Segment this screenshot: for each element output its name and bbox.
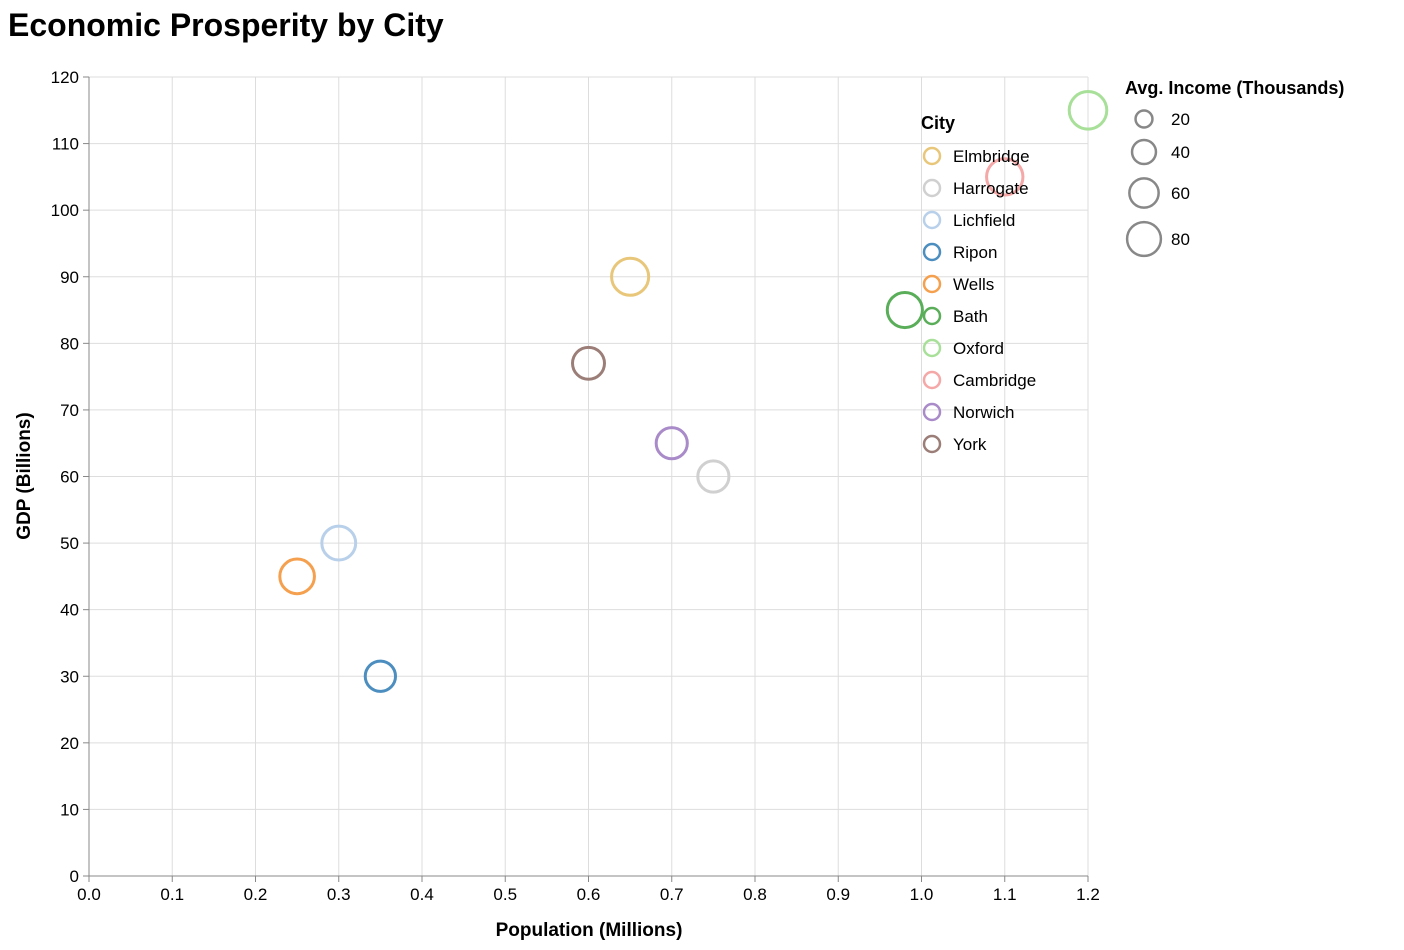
x-tick-label: 0.5 — [493, 885, 517, 904]
legend-symbol-bath — [922, 306, 942, 326]
x-tick-label: 0.2 — [244, 885, 268, 904]
x-tick-label: 1.0 — [910, 885, 934, 904]
x-tick-label: 0.4 — [410, 885, 434, 904]
data-point-york — [571, 345, 606, 381]
y-tick-label: 120 — [51, 68, 79, 87]
legend-label-bath: Bath — [953, 307, 988, 326]
y-tick-label: 10 — [60, 800, 79, 819]
data-point-cambridge — [985, 157, 1025, 197]
y-tick-label: 30 — [60, 667, 79, 686]
size-legend-symbol — [1134, 109, 1154, 129]
x-tick-label: 0.9 — [826, 885, 850, 904]
income-legend-title: Avg. Income (Thousands) — [1125, 78, 1344, 98]
x-axis-title: Population (Millions) — [496, 920, 683, 941]
data-points — [278, 90, 1109, 693]
chart-title: Economic Prosperity by City — [8, 7, 444, 43]
legend-symbol-harrogate — [922, 178, 942, 198]
legend-symbol-cambridge — [922, 370, 942, 390]
grid — [88, 76, 1089, 877]
legend-symbol-elmbridge — [922, 146, 942, 166]
legend-symbol-lichfield — [922, 210, 942, 230]
y-tick-label: 70 — [60, 401, 79, 420]
legend-label-lichfield: Lichfield — [953, 211, 1015, 230]
city-legend: City Elmbridge Harrogate Lichfield Ripon Wel… — [921, 113, 1036, 454]
data-point-elmbridge — [610, 256, 651, 297]
legend-label-norwich: Norwich — [953, 403, 1014, 422]
y-tick-label: 100 — [51, 201, 79, 220]
legend-symbol-wells — [922, 274, 942, 294]
legend-label-oxford: Oxford — [953, 339, 1004, 358]
data-point-wells — [278, 557, 316, 596]
x-tick-label: 0.6 — [577, 885, 601, 904]
data-point-oxford — [1067, 90, 1109, 131]
legend-label-cambridge: Cambridge — [953, 371, 1036, 390]
legend-label-york: York — [953, 435, 987, 454]
data-point-harrogate — [696, 459, 731, 494]
legend-symbol-oxford — [922, 338, 942, 358]
x-tick-label: 0.8 — [743, 885, 767, 904]
legend-label-harrogate: Harrogate — [953, 179, 1029, 198]
y-tick-label: 90 — [60, 268, 79, 287]
y-tick-label: 40 — [60, 601, 79, 620]
size-legend-label: 80 — [1171, 230, 1190, 249]
legend-symbol-york — [922, 434, 942, 454]
y-tick-label: 0 — [70, 867, 79, 886]
legend-label-elmbridge: Elmbridge — [953, 147, 1030, 166]
size-legend-label: 60 — [1171, 184, 1190, 203]
size-legend-label: 20 — [1171, 110, 1190, 129]
y-tick-label: 110 — [52, 135, 79, 154]
x-tick-label: 0.0 — [77, 885, 101, 904]
legend-label-ripon: Ripon — [953, 243, 997, 262]
y-tick-label: 80 — [60, 334, 79, 353]
x-tick-label: 1.2 — [1076, 885, 1100, 904]
x-tick-label: 0.1 — [160, 885, 184, 904]
city-legend-title: City — [921, 113, 955, 133]
x-tick-label: 0.7 — [660, 885, 684, 904]
data-point-norwich — [654, 426, 689, 461]
data-point-ripon — [363, 659, 398, 693]
x-tick-label: 1.1 — [993, 885, 1017, 904]
size-legend-symbol — [1125, 220, 1163, 258]
size-legend-label: 40 — [1171, 143, 1190, 162]
axes: 0.0 0.1 0.2 0.3 0.4 0.5 0.6 0.7 0.8 0.9 1.0 1.1 1.2 0… — [51, 68, 1100, 904]
income-legend: Avg. Income (Thousands) 20 40 60 80 — [1125, 78, 1344, 258]
size-legend-symbol — [1130, 138, 1158, 166]
legend-symbol-ripon — [922, 242, 942, 262]
y-tick-label: 50 — [60, 534, 79, 553]
y-axis-title: GDP (Billions) — [14, 412, 35, 539]
size-legend-symbol — [1128, 177, 1160, 209]
legend-label-wells: Wells — [953, 275, 994, 294]
x-tick-label: 0.3 — [327, 885, 351, 904]
data-point-bath — [885, 290, 924, 330]
y-tick-label: 60 — [60, 468, 79, 487]
y-tick-label: 20 — [60, 734, 79, 753]
data-point-lichfield — [320, 524, 358, 562]
legend-symbol-norwich — [922, 402, 942, 422]
